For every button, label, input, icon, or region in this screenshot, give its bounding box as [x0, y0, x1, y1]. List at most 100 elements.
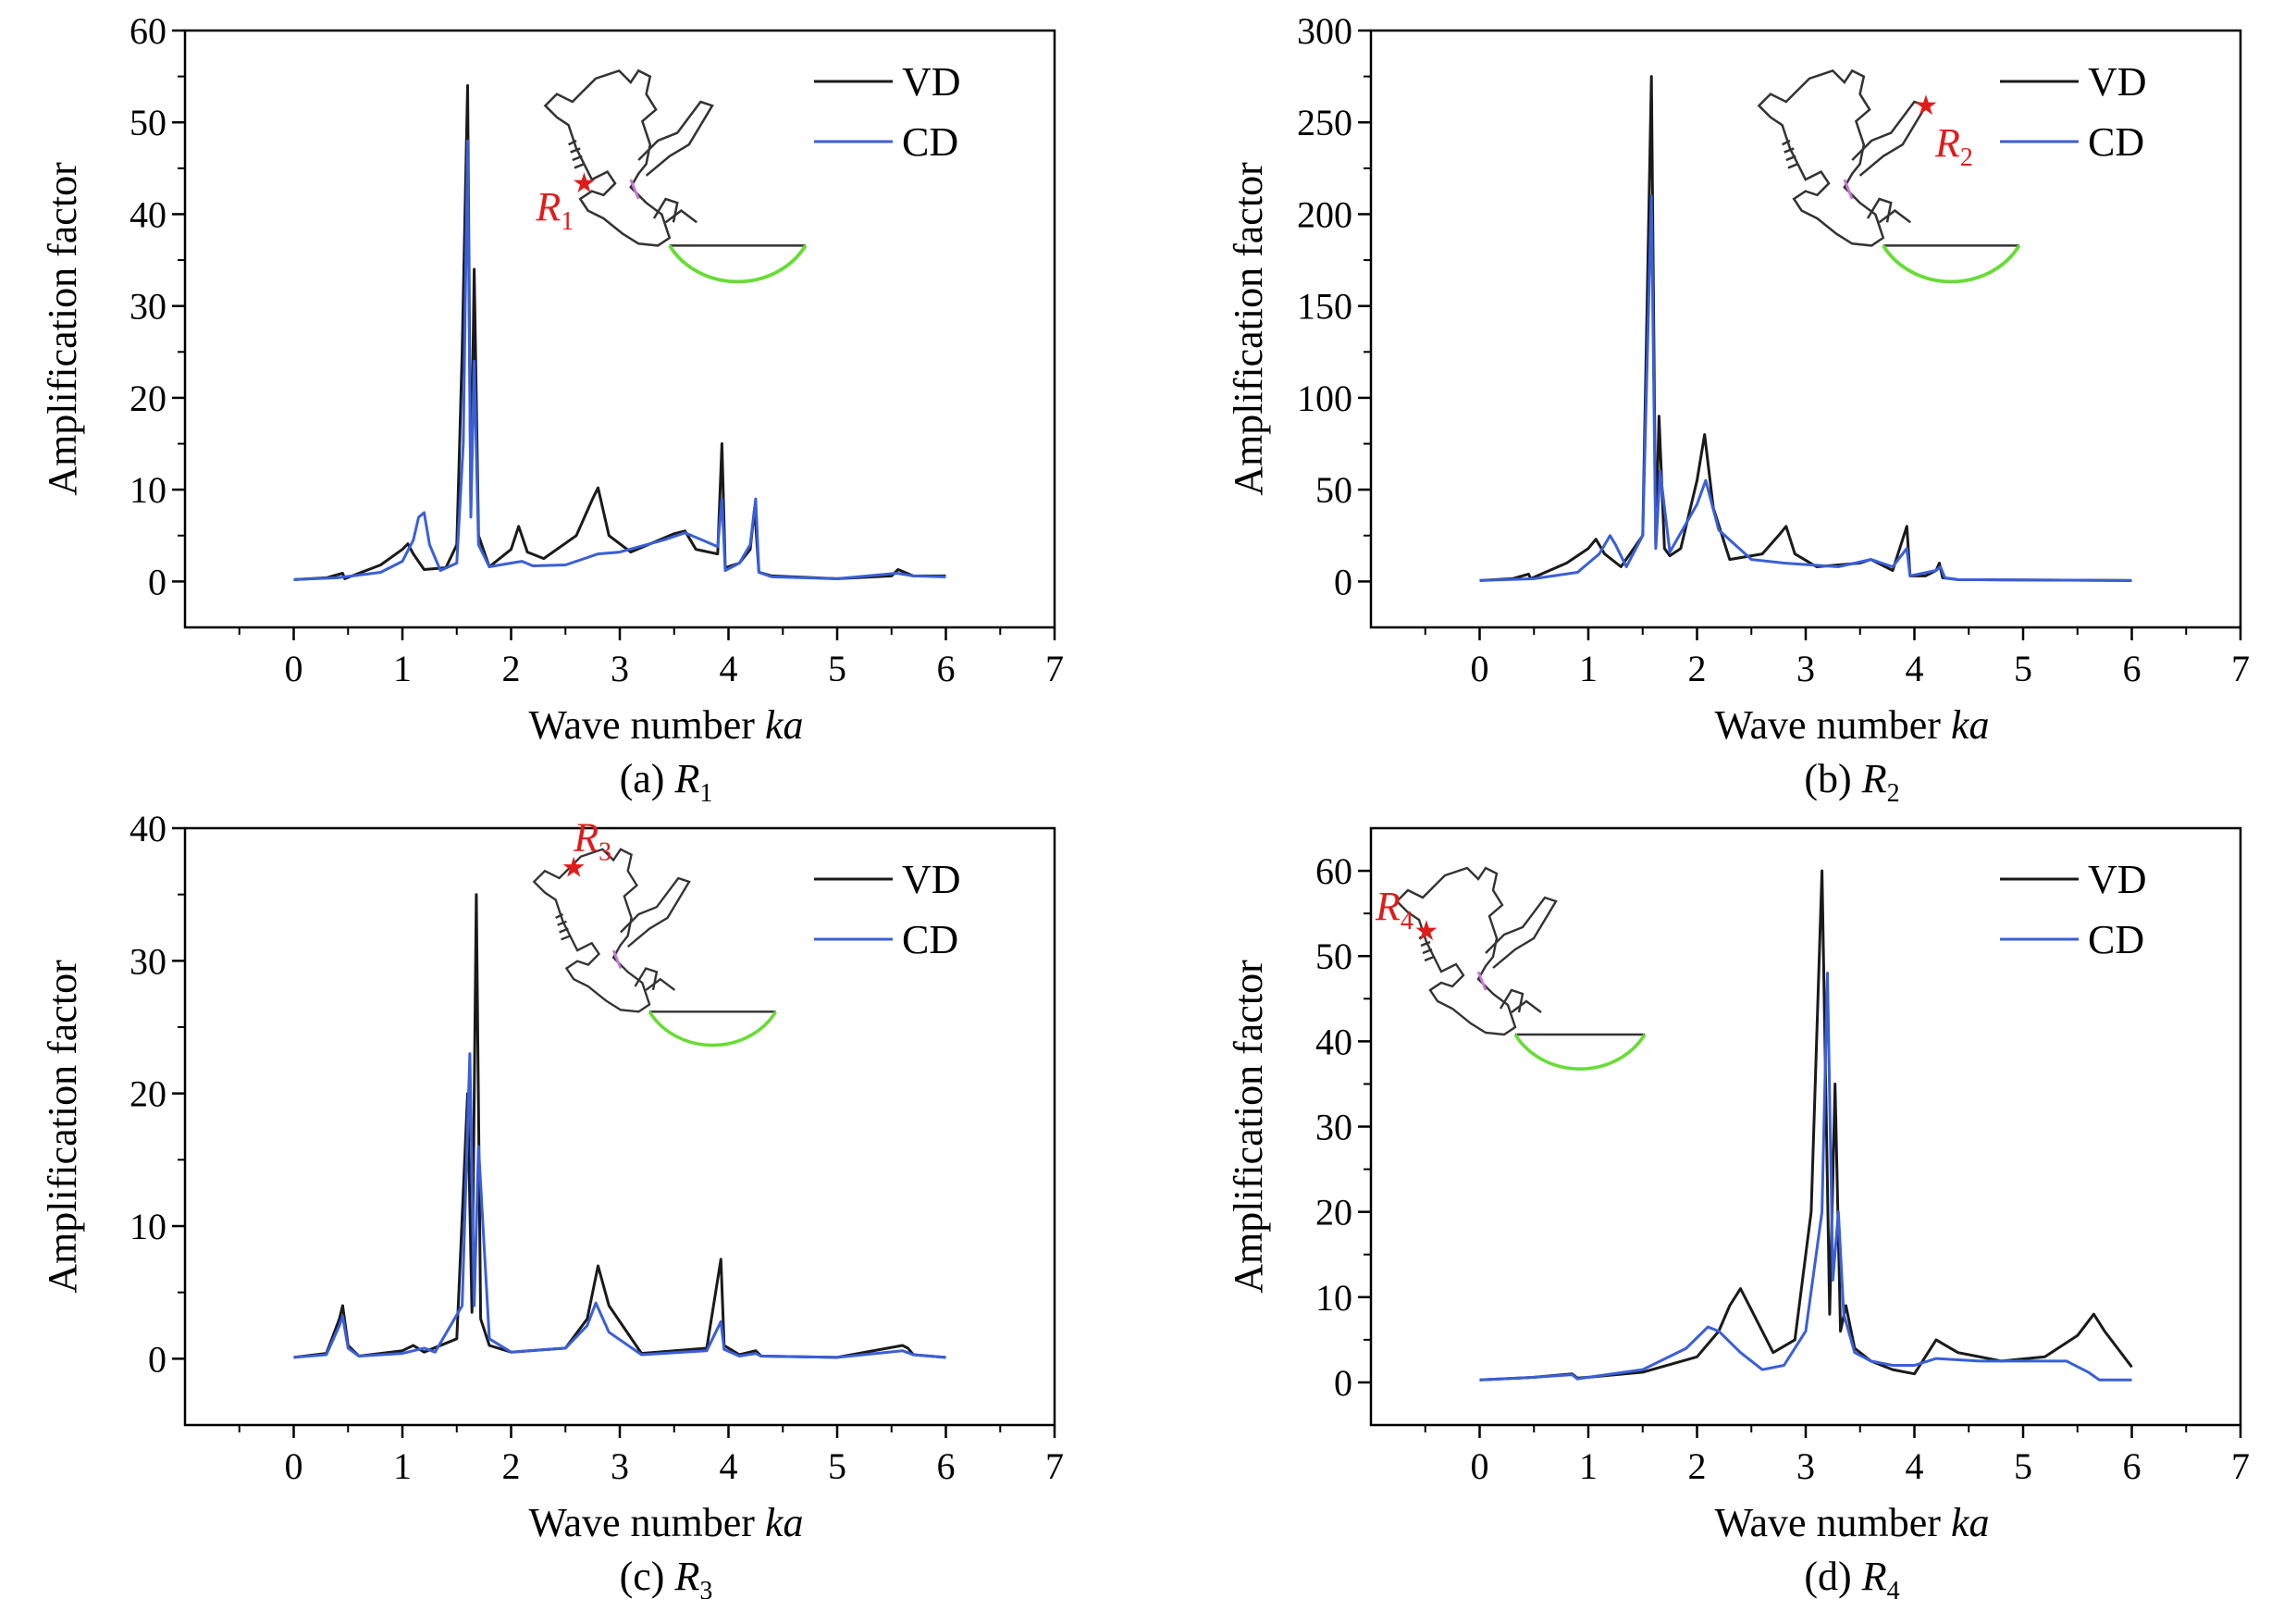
x-tick-label: 2 — [502, 648, 521, 689]
harbor-channel — [1851, 100, 1928, 177]
series-line-cd — [1479, 972, 2132, 1382]
x-tick-label: 1 — [1579, 1445, 1598, 1487]
y-tick-label: 300 — [1297, 10, 1352, 52]
x-axis-title: Wave number ka — [528, 1500, 803, 1545]
x-tick-label: 6 — [937, 1445, 956, 1487]
chart-svg: 0 1 2 3 4 5 6 7 0 50 100 150 200 250 300 Wave number ka… — [1226, 10, 2250, 808]
harbor-channel — [1485, 896, 1558, 969]
panel-caption: (c) R3 — [620, 1554, 713, 1599]
harbor-coastline — [532, 848, 651, 1013]
series-line-cd — [293, 139, 946, 581]
harbor-piers — [1418, 933, 1435, 962]
x-tick-label: 1 — [393, 1445, 412, 1487]
x-tick-label: 0 — [285, 1445, 303, 1487]
x-tick-label: 4 — [720, 648, 738, 689]
harbor-jetty — [634, 967, 659, 991]
y-tick-label: 0 — [148, 561, 167, 602]
x-tick-label: 6 — [2123, 1445, 2142, 1487]
x-axis-title: Wave number ka — [1714, 702, 1989, 748]
y-tick-label: 50 — [1315, 936, 1352, 977]
location-marker-icon: ★ — [1914, 91, 1939, 121]
harbor-jetty-2 — [1511, 999, 1542, 1013]
harbor-channel — [637, 100, 714, 177]
legend-label-vd: VD — [2088, 857, 2147, 902]
x-tick-label: 3 — [611, 1445, 629, 1487]
panel-caption: (b) R2 — [1804, 756, 1899, 808]
x-tick-label: 0 — [1471, 648, 1489, 689]
series-line-cd — [293, 1052, 946, 1359]
y-axis-title: Amplification factor — [1226, 960, 1271, 1294]
x-tick-label: 1 — [393, 648, 412, 689]
chart-svg: 0 1 2 3 4 5 6 7 0 10 20 30 40 50 60 Wave number ka Ampli… — [1226, 826, 2250, 1599]
y-tick-label: 250 — [1297, 102, 1352, 143]
y-tick-label: 40 — [130, 808, 167, 849]
y-axis-title: Amplification factor — [1226, 162, 1271, 496]
harbor-channel — [620, 876, 691, 948]
harbor-jetty — [1499, 988, 1524, 1013]
harbor-gate — [611, 949, 623, 970]
x-tick-label: 3 — [611, 648, 629, 689]
y-tick-label: 100 — [1297, 378, 1352, 419]
x-tick-label: 2 — [502, 1445, 521, 1487]
series-line-vd — [1479, 75, 2132, 582]
semicircular-boundary — [668, 244, 808, 284]
harbor-jetty — [652, 197, 679, 223]
harbor-inset — [543, 68, 808, 284]
legend-label-vd: VD — [902, 857, 961, 902]
y-axis-title: Amplification factor — [40, 960, 85, 1294]
x-axis-title: Wave number ka — [528, 702, 803, 748]
location-marker-icon: ★ — [572, 168, 597, 199]
x-tick-label: 7 — [2231, 648, 2250, 689]
harbor-piers — [568, 139, 585, 169]
x-tick-label: 3 — [1796, 1445, 1815, 1487]
x-axis-title: Wave number ka — [1714, 1500, 1989, 1545]
y-tick-label: 50 — [1315, 469, 1352, 511]
x-tick-label: 7 — [2231, 1445, 2250, 1487]
y-tick-label: 60 — [1315, 850, 1352, 892]
x-tick-label: 6 — [937, 648, 956, 689]
harbor-coastline — [1757, 68, 1885, 247]
y-tick-label: 60 — [130, 10, 167, 52]
x-tick-label: 5 — [828, 648, 846, 689]
legend-label-cd: CD — [902, 119, 958, 165]
harbor-jetty — [1866, 197, 1893, 223]
y-tick-label: 20 — [130, 1073, 167, 1115]
y-tick-label: 10 — [1315, 1277, 1352, 1319]
x-tick-label: 5 — [2014, 648, 2032, 689]
chart-panel-d: 0 1 2 3 4 5 6 7 0 10 20 30 40 50 60 Wave number ka Ampli… — [1223, 805, 2296, 1599]
y-tick-label: 0 — [1334, 561, 1352, 602]
panel-caption: (a) R1 — [620, 756, 713, 808]
harbor-gate — [629, 179, 640, 200]
series-line-vd — [1479, 869, 2133, 1382]
x-tick-label: 4 — [1906, 1445, 1924, 1487]
x-tick-label: 5 — [828, 1445, 846, 1487]
x-tick-label: 3 — [1796, 648, 1815, 689]
legend-label-vd: VD — [902, 59, 961, 105]
x-tick-label: 0 — [1471, 1445, 1489, 1487]
x-tick-label: 2 — [1688, 648, 1707, 689]
y-tick-label: 30 — [1315, 1107, 1352, 1148]
y-tick-label: 50 — [130, 102, 167, 143]
y-tick-label: 10 — [130, 1206, 167, 1247]
x-tick-label: 0 — [285, 648, 303, 689]
harbor-gate — [1476, 971, 1487, 991]
x-tick-label: 7 — [1045, 648, 1064, 689]
x-tick-label: 4 — [1906, 648, 1924, 689]
harbor-jetty-2 — [664, 209, 697, 224]
x-tick-label: 7 — [1045, 1445, 1064, 1487]
y-tick-label: 150 — [1297, 286, 1352, 328]
semicircular-boundary — [1513, 1034, 1647, 1071]
series-line-vd — [293, 84, 946, 581]
harbor-inset — [1395, 866, 1647, 1071]
y-tick-label: 0 — [1334, 1362, 1352, 1404]
panel-caption: (d) R4 — [1804, 1554, 1899, 1599]
location-marker-icon: ★ — [1414, 916, 1439, 947]
legend-label-vd: VD — [2088, 59, 2147, 105]
harbor-coastline — [543, 68, 672, 247]
x-tick-label: 6 — [2123, 648, 2142, 689]
harbor-coastline — [1395, 866, 1517, 1036]
chart-panel-a: 0 1 2 3 4 5 6 7 0 10 20 30 40 50 60 Wave number ka Ampli… — [37, 7, 1129, 808]
y-tick-label: 200 — [1297, 193, 1352, 235]
semicircular-boundary — [1882, 244, 2021, 284]
location-label: R2 — [1934, 120, 1973, 172]
